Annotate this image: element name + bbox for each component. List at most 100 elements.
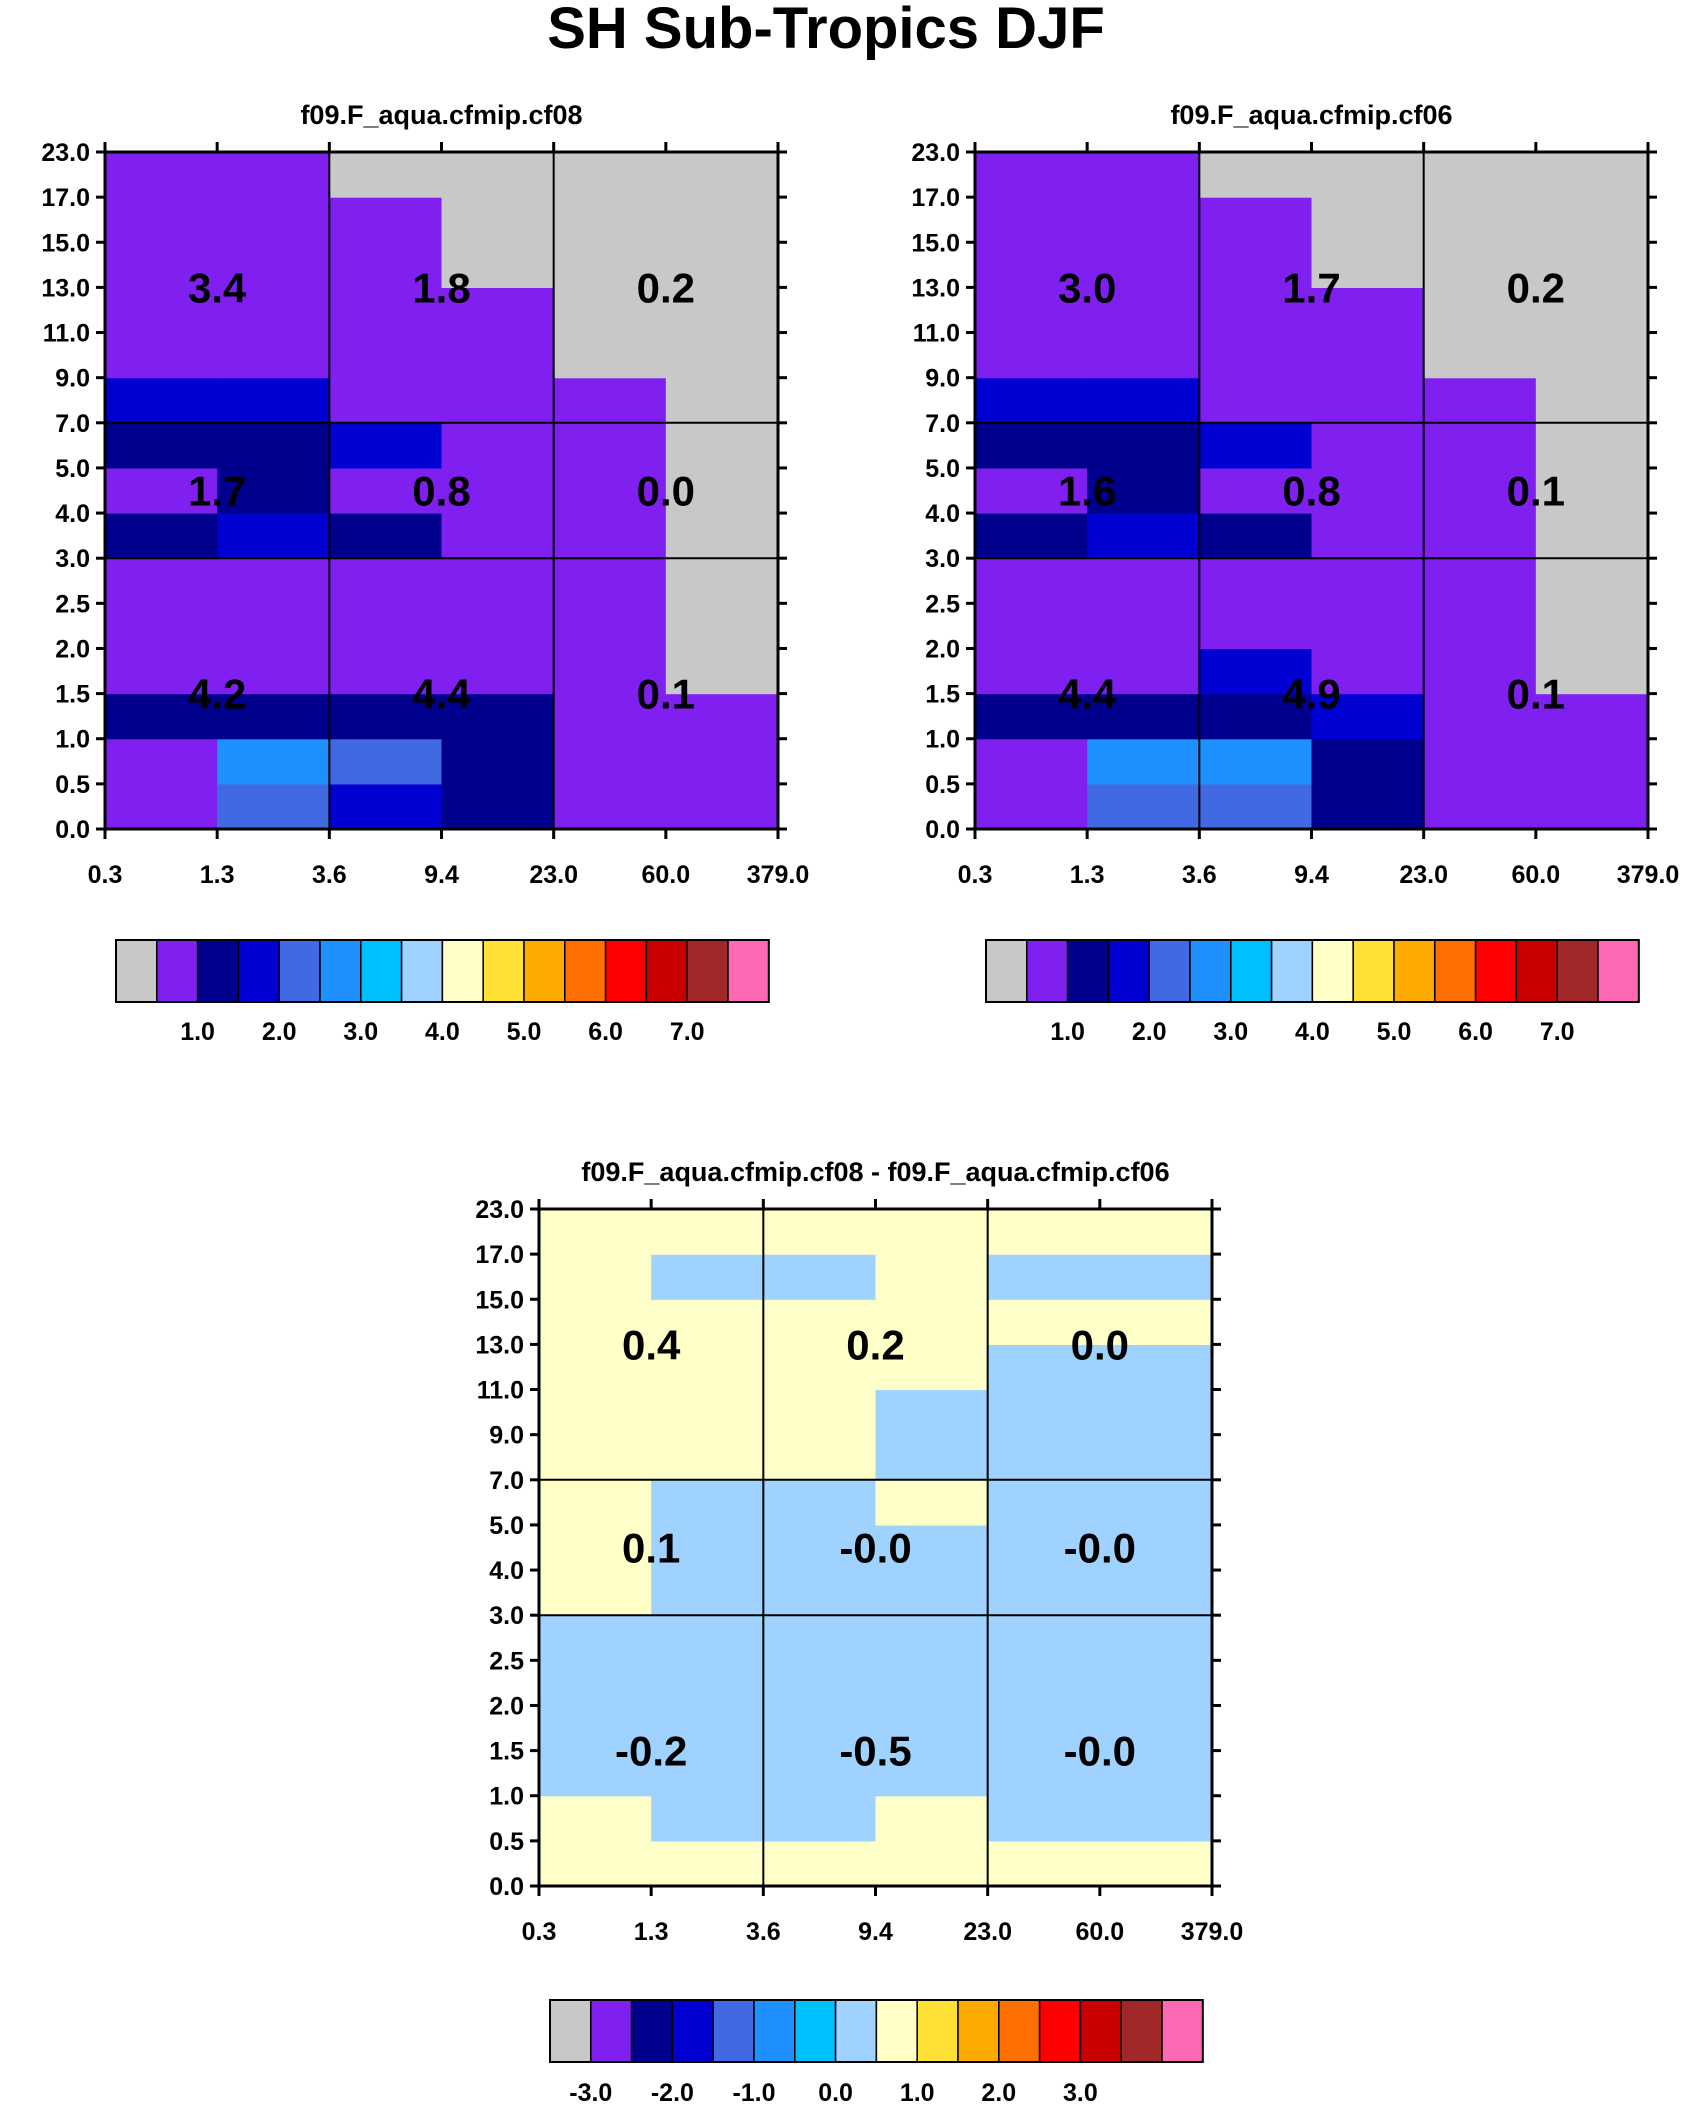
heatmap-cell [763, 1524, 877, 1571]
heatmap-cell [1423, 558, 1537, 604]
x-tick-label: 23.0 [963, 1918, 1012, 1946]
heatmap-cell [1311, 377, 1425, 424]
heatmap-cell [441, 377, 555, 424]
heatmap-cell [1087, 558, 1200, 604]
heatmap-cell [1535, 197, 1649, 243]
colorbar-label: 2.0 [981, 2079, 1016, 2107]
heatmap-cell [1311, 467, 1425, 514]
colorbar-swatch [549, 1999, 592, 2063]
heatmap-cell [1423, 242, 1537, 288]
y-tick-label: 4.0 [925, 500, 960, 528]
y-tick-label: 1.0 [925, 726, 960, 754]
heatmap-cell [1311, 648, 1425, 695]
heatmap-cell [1199, 422, 1313, 469]
heatmap-cell [329, 422, 443, 469]
heatmap-cell [441, 738, 555, 785]
heatmap-cell [329, 332, 443, 379]
x-tick-label: 379.0 [747, 861, 810, 889]
x-tick-label: 60.0 [1075, 1918, 1124, 1946]
group-summary-value: 4.4 [412, 671, 471, 718]
heatmap-cell [329, 377, 443, 424]
heatmap-cell [1099, 1705, 1213, 1752]
y-tick-label: 15.0 [475, 1286, 524, 1314]
heatmap-cell [1311, 783, 1425, 830]
heatmap-cell [539, 1570, 652, 1616]
heatmap-cell [329, 197, 443, 243]
heatmap-cell [763, 1434, 877, 1481]
heatmap-cell [1311, 197, 1425, 243]
heatmap-cell [763, 1705, 877, 1752]
group-summary-value: 4.2 [188, 671, 246, 718]
heatmap-cell [539, 1615, 652, 1661]
heatmap-cell [1099, 1344, 1213, 1391]
heatmap-cell [1535, 242, 1649, 288]
heatmap-cell [763, 1615, 877, 1661]
heatmap-cell [217, 197, 330, 243]
heatmap-cell [651, 1209, 764, 1255]
heatmap-cell [1535, 377, 1649, 424]
heatmap-cell [763, 1479, 877, 1526]
heatmap-cell [1535, 467, 1649, 514]
heatmap-cell [329, 287, 443, 334]
heatmap-cell [105, 197, 218, 243]
y-tick-label: 9.0 [55, 365, 90, 393]
colorbar-swatch [115, 939, 158, 1003]
group-summary-value: 0.2 [1507, 264, 1565, 311]
group-summary-value: 1.7 [1282, 264, 1340, 311]
heatmap-cell [1087, 377, 1200, 424]
colorbar-label: 1.0 [900, 2079, 935, 2107]
heatmap-cell [763, 1570, 877, 1616]
y-tick-label: 9.0 [489, 1422, 524, 1450]
colorbar-swatch [727, 939, 770, 1003]
heatmap-cell [329, 152, 443, 198]
heatmap-cell [217, 558, 330, 604]
heatmap-cell [875, 1524, 989, 1571]
colorbar-swatch [1352, 939, 1395, 1003]
colorbar-label: 6.0 [1458, 1018, 1493, 1046]
heatmap-cell [875, 1434, 989, 1481]
group-summary-value: 0.0 [1071, 1321, 1129, 1368]
heatmap-cell [105, 648, 218, 695]
heatmap-cell [1087, 152, 1200, 198]
colorbar-swatch [400, 939, 444, 1003]
heatmap-cell [553, 377, 667, 424]
heatmap-cell [975, 558, 1088, 604]
y-tick-label: 4.0 [55, 500, 90, 528]
heatmap-cell [975, 197, 1088, 243]
x-tick-label: 9.4 [424, 861, 459, 889]
group-summary-value: 4.4 [1058, 671, 1117, 718]
colorbar: -3.0 -2.0 -1.0 0.0 1.0 2.0 3.0 [549, 1999, 1204, 2107]
y-tick-label: 1.5 [925, 681, 960, 709]
group-summary-value: 1.7 [188, 468, 246, 515]
colorbar-swatch [1189, 939, 1232, 1003]
y-tick-label: 2.5 [55, 590, 90, 618]
colorbar-label: 3.0 [343, 1018, 378, 1046]
heatmap-cell [975, 242, 1088, 288]
heatmap-cell [1199, 783, 1313, 830]
heatmap-cell [875, 1254, 989, 1300]
heatmap-cell [1099, 1660, 1213, 1707]
heatmap-cell [105, 332, 218, 379]
colorbar-swatch [1230, 939, 1273, 1003]
colorbar-swatch [156, 939, 199, 1003]
heatmap-cell [105, 287, 218, 334]
heatmap-cell [105, 422, 218, 469]
colorbar-label: 1.0 [1050, 1018, 1085, 1046]
heatmap-cell [987, 1479, 1101, 1526]
heatmap-cell [553, 197, 667, 243]
heatmap-cell [1423, 738, 1537, 785]
heatmap-cell [875, 1750, 989, 1797]
panel-2: f09.F_aqua.cfmip.cf06 0.0 0.5 1.0 1.5 2.0 2.5 3… [911, 100, 1679, 1046]
panel-title: f09.F_aqua.cfmip.cf08 - f09.F_aqua.cfmip… [581, 1157, 1169, 1187]
heatmap-cell [1099, 1750, 1213, 1797]
heatmap-cell [987, 1524, 1101, 1571]
colorbar-swatch [753, 1999, 796, 2063]
heatmap-cells [975, 152, 1649, 830]
heatmap-cell [217, 513, 330, 559]
heatmap-cell [987, 1434, 1101, 1481]
heatmap-cell [1423, 603, 1537, 650]
heatmap-cell [987, 1299, 1101, 1345]
colorbar: 1.0 2.0 3.0 4.0 5.0 6.0 7.0 [985, 939, 1640, 1046]
group-summary-value: -0.0 [1064, 1728, 1136, 1775]
heatmap-cell [105, 513, 218, 559]
